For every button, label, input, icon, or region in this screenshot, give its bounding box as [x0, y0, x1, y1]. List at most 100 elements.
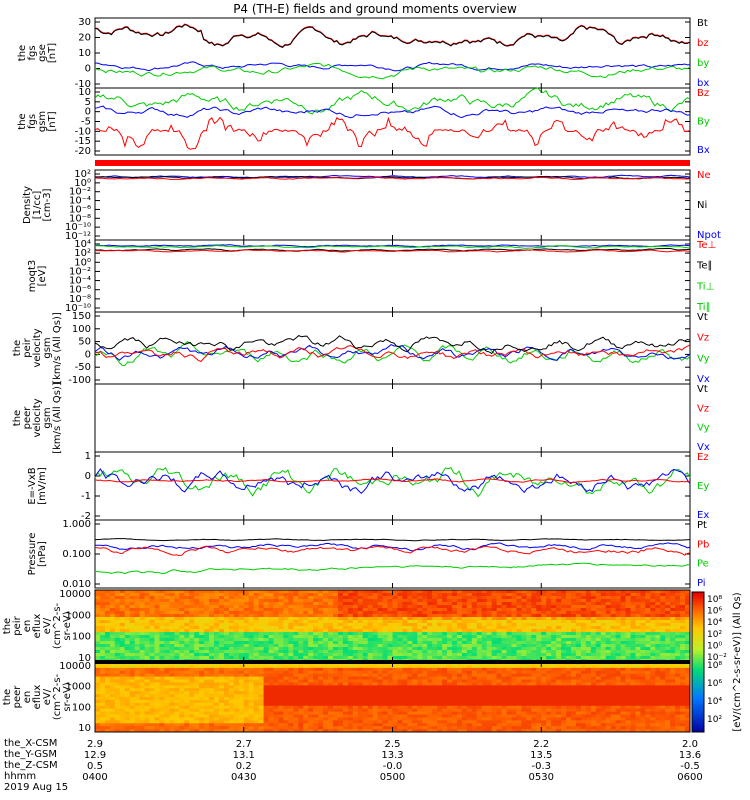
spectrogram-cell — [685, 614, 691, 618]
spectrogram-cell — [337, 629, 344, 633]
spectrogram-cell — [675, 608, 681, 612]
spectrogram-cell — [422, 694, 428, 698]
spectrogram-cell — [104, 602, 111, 606]
spectrogram-cell — [333, 723, 339, 727]
spectrogram-cell — [387, 682, 393, 686]
spectrogram-cell — [243, 694, 250, 698]
spectrogram-cell — [99, 632, 106, 636]
spectrogram-cell — [323, 608, 329, 612]
spectrogram-cell — [580, 635, 587, 639]
spectrogram-cell — [333, 611, 339, 615]
spectrogram-cell — [149, 638, 155, 642]
spectrogram-cell — [243, 638, 250, 642]
spectrogram-cell — [481, 653, 488, 657]
spectrogram-cell — [546, 656, 552, 660]
spectrogram-cell — [238, 602, 245, 606]
spectrogram-cell — [367, 629, 374, 633]
spectrogram-cell — [184, 617, 190, 621]
spectrogram-cell — [328, 641, 334, 645]
spectrogram-cell — [268, 691, 274, 695]
spectrogram-cell — [278, 629, 284, 633]
spectrogram-cell — [377, 602, 383, 606]
spectrogram-cell — [615, 647, 621, 651]
spectrogram-cell — [387, 691, 393, 695]
spectrogram-cell — [318, 729, 324, 733]
spectrogram-cell — [635, 623, 641, 627]
spectrogram-cell — [590, 632, 597, 636]
spectrogram-cell — [159, 629, 165, 633]
spectrogram-cell — [447, 691, 453, 695]
spectrogram-cell — [328, 697, 334, 701]
spectrogram-cell — [164, 647, 170, 651]
spectrogram-cell — [357, 664, 364, 669]
spectrogram-cell — [164, 691, 170, 695]
spectrogram-cell — [174, 705, 180, 710]
spectrogram-cell — [546, 599, 552, 603]
y-tick-label: 10² — [74, 169, 91, 180]
spectrogram-cell — [189, 641, 195, 645]
spectrogram-cell — [377, 641, 383, 645]
spectrogram-cell — [456, 699, 463, 704]
spectrogram-cell — [471, 638, 478, 642]
spectrogram-cell — [422, 641, 428, 645]
spectrogram-cell — [556, 644, 562, 648]
spectrogram-cell — [199, 602, 205, 606]
spectrogram-cell — [635, 614, 641, 618]
legend-entry: Pi — [697, 578, 706, 589]
spectrogram-cell — [253, 605, 260, 609]
spectrogram-cell — [283, 664, 289, 669]
spectrogram-cell — [645, 611, 651, 615]
spectrogram-cell — [258, 702, 264, 707]
y-tick-label: 50 — [78, 337, 91, 348]
state-bar — [95, 160, 690, 166]
spectrogram-cell — [367, 723, 374, 727]
spectrogram-cell — [109, 717, 116, 721]
spectrogram-cell — [144, 705, 150, 710]
spectrogram-cell — [630, 656, 636, 660]
spectrogram-cell — [675, 632, 681, 636]
spectrogram-cell — [323, 599, 329, 603]
spectrogram-cell — [432, 673, 438, 677]
spectrogram-cell — [114, 720, 121, 724]
spectrogram-cell — [461, 723, 468, 727]
spectrogram-cell — [362, 632, 369, 636]
spectrogram-cell — [328, 664, 334, 669]
spectrogram-cell — [357, 717, 364, 721]
spectrogram-cell — [561, 647, 567, 651]
spectrogram-cell — [367, 596, 374, 600]
spectrogram-cell — [422, 708, 428, 712]
spectrogram-cell — [471, 611, 478, 615]
spectrogram-cell — [417, 617, 423, 621]
spectrogram-cell — [352, 623, 359, 627]
spectrogram-cell — [476, 623, 483, 627]
spectrogram-cell — [258, 708, 264, 712]
spectrogram-cell — [333, 670, 339, 675]
spectrogram-cell — [501, 593, 507, 597]
spectrogram-cell — [218, 611, 225, 615]
spectrogram-cell — [303, 726, 309, 730]
spectrogram-cell — [595, 656, 602, 660]
spectrogram-cell — [501, 632, 507, 636]
spectrogram-cell — [228, 632, 235, 636]
spectrogram-cell — [263, 720, 269, 724]
spectrogram-cell — [526, 614, 532, 618]
spectrogram-cell — [590, 590, 597, 594]
spectrogram-cell — [268, 647, 274, 651]
spectrogram-cell — [546, 644, 552, 648]
spectrogram-cell — [412, 641, 418, 645]
spectrogram-cell — [521, 605, 527, 609]
spectrogram-cell — [164, 635, 170, 639]
spectrogram-cell — [253, 688, 260, 692]
spectrogram-cell — [585, 608, 592, 612]
spectrogram-cell — [238, 599, 245, 603]
spectrogram-cell — [119, 679, 126, 683]
spectrogram-cell — [228, 608, 235, 612]
spectrogram-cell — [422, 685, 428, 689]
spectrogram-cell — [233, 638, 240, 642]
spectrogram-cell — [337, 611, 344, 615]
spectrogram-cell — [387, 664, 393, 669]
spectrogram-cell — [417, 673, 423, 677]
spectrogram-cell — [635, 620, 641, 624]
spectrogram-cell — [238, 611, 245, 615]
spectrogram-cell — [442, 705, 448, 710]
